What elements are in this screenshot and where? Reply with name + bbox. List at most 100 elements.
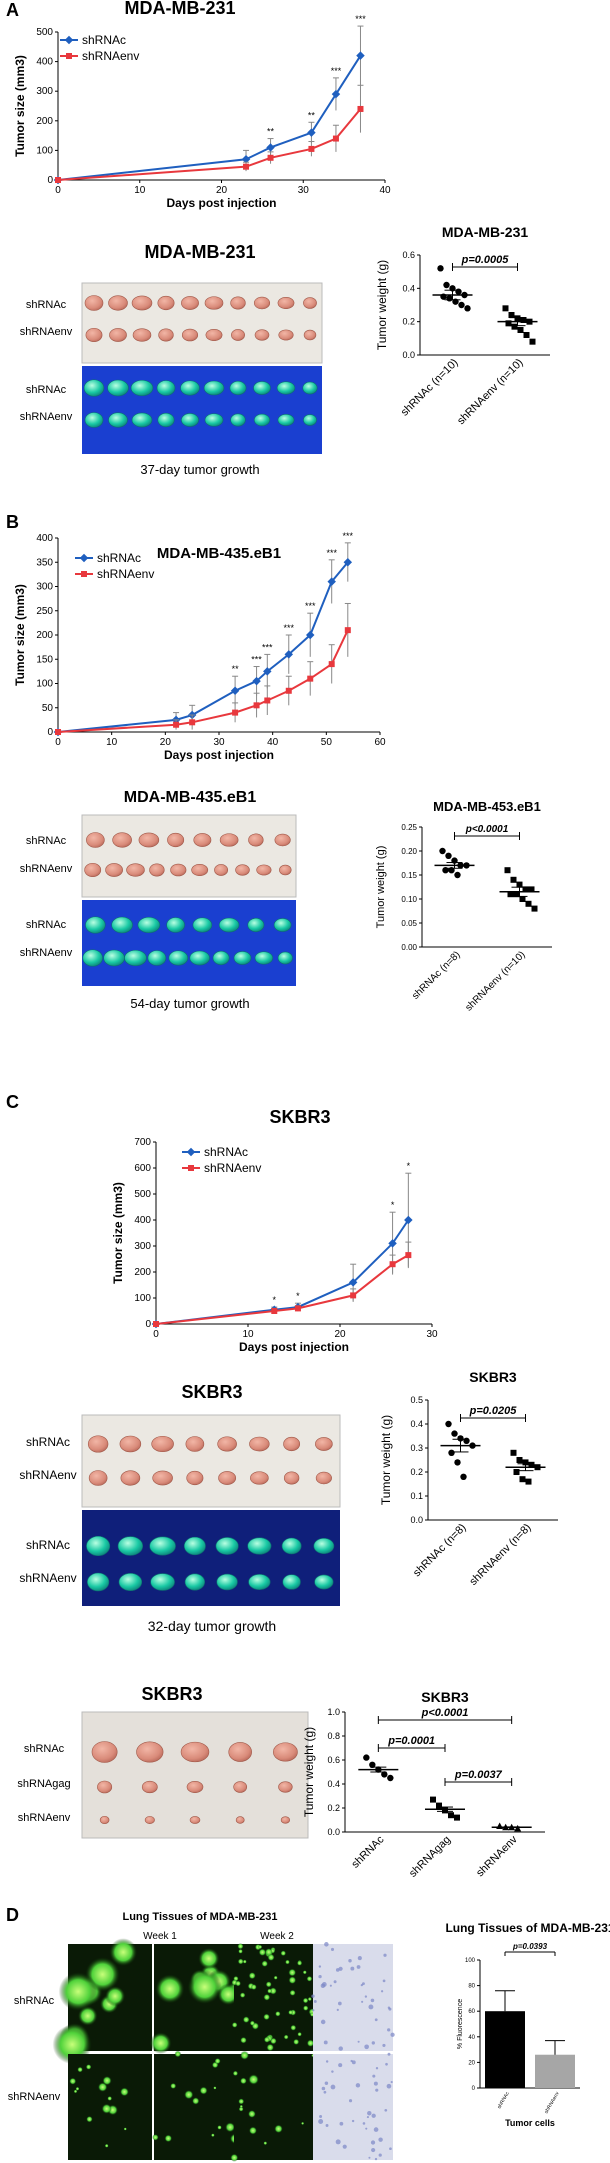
fluorescent-spot [230,2153,239,2162]
stained-cell [380,1990,384,1993]
data-point [451,1430,458,1437]
x-tick-label: 30 [213,737,225,748]
data-point-shRNAenv [173,721,180,728]
tumor [277,296,295,309]
y-tick-label: 100 [134,1293,151,1304]
tumor [180,1741,210,1763]
fluorescent-tumor [313,1537,335,1555]
stained-cell [368,2004,374,2010]
x-category-label: shRNAenv (n=10) [463,949,527,1013]
fluorescent-spot [73,2089,78,2094]
stained-cell [368,2156,371,2159]
series-line-shRNAc [57,561,349,733]
micrograph-frame [313,1944,393,2051]
stained-cell [335,1968,340,1972]
tumor [149,863,165,877]
x-category-label: shRNAenv (n=8) [467,1522,533,1588]
data-point [525,1478,532,1485]
data-point [519,896,526,902]
stained-cell [313,2000,317,2003]
y-tick-label: 0.3 [410,1443,423,1453]
series-line-shRNAc [57,55,362,181]
series-line-shRNAenv [57,108,362,181]
y-axis-label: Tumor size (mm3) [13,55,27,157]
fluorescent-spot [239,1992,246,1998]
tumor [315,1471,332,1485]
x-tick-label: 30 [298,185,310,196]
y-tick-label: 0.05 [401,919,417,928]
photo-b-tumors-visible [84,832,292,878]
photo-a-tumors-visible [84,295,317,343]
photo-b-row-label-3: shRNAc [26,919,67,931]
fluorescent-spot [301,2121,305,2125]
tumor [303,297,317,309]
data-point-shRNAenv [308,145,315,152]
x-tick-label: 10 [134,185,146,196]
fluorescent-spot [302,1970,307,1975]
photo-c-caption: 32-day tumor growth [148,1618,276,1634]
photo-b-title: MDA-MB-435.eB1 [124,789,257,806]
tumor [86,832,105,848]
panel-d-week1: Week 1 [143,1931,177,1942]
data-point [445,1420,452,1428]
stained-cell [370,2140,376,2145]
fluorescent-tumor [247,1537,272,1555]
y-tick-label: 0.00 [401,943,417,952]
panel-d-micrographs [52,1938,395,2162]
fluorescent-spot [293,2038,300,2045]
fluorescent-tumor [137,916,161,934]
fluorescent-spot [155,1974,185,2004]
y-tick-label: 0 [47,175,53,186]
data-point [510,1449,517,1456]
stained-cell [390,2080,393,2084]
chart-title: SKBR3 [469,1369,517,1385]
fluorescent-tumor [147,950,167,966]
photo-a-tumors-fluorescent [83,379,318,428]
data-point [513,891,520,898]
fluorescent-spot [248,2074,259,2085]
fluorescent-tumor [157,412,175,428]
data-point-shRNAc [356,51,365,60]
stained-cell [356,1965,361,1969]
data-point [516,881,523,888]
y-tick-label: 1.0 [327,1707,340,1717]
stained-cell [361,2000,364,2003]
legend-label: shRNAenv [204,1161,261,1175]
data-point [507,891,514,898]
p-value: p=0.0037 [454,1769,503,1781]
y-tick-label: 80 [468,1984,475,1990]
stained-cell [373,2081,378,2086]
tumor [185,1436,205,1452]
tumor [144,1816,155,1824]
stained-cell [351,2119,355,2123]
fluorescent-spot [211,2133,215,2138]
significance-marker: * [296,1291,300,1301]
stained-cell [378,2137,383,2142]
fluorescent-spot [302,1997,309,2004]
data-point [513,1469,520,1475]
y-axis-label: Tumor weight (g) [379,1415,393,1505]
tumor [228,1742,252,1762]
tumor [191,863,209,877]
y-tick-label: 500 [36,27,53,38]
fluorescent-tumor [118,1572,143,1592]
stained-cell [382,1979,386,1983]
fluorescent-spot [214,2057,221,2065]
photo-a-tumor-plate [81,282,323,364]
fluorescent-spot [288,1976,297,1985]
y-axis-label: % Fluorescence [457,1999,464,2049]
y-tick-label: 0.20 [401,847,417,856]
data-point-shRNAenv [285,687,292,694]
data-point [457,1435,464,1442]
stained-cell [348,2099,353,2103]
stained-cell [318,1965,322,1968]
data-point-shRNAenv [389,1261,396,1268]
fluorescent-spot [199,2086,208,2095]
y-tick-label: 400 [36,533,53,544]
x-tick-label: 40 [379,185,391,196]
fluorescent-tumor [180,380,200,396]
fluorescent-spot [240,2050,250,2060]
y-tick-label: 0.1 [410,1491,423,1501]
x-tick-label: 20 [334,1329,346,1340]
